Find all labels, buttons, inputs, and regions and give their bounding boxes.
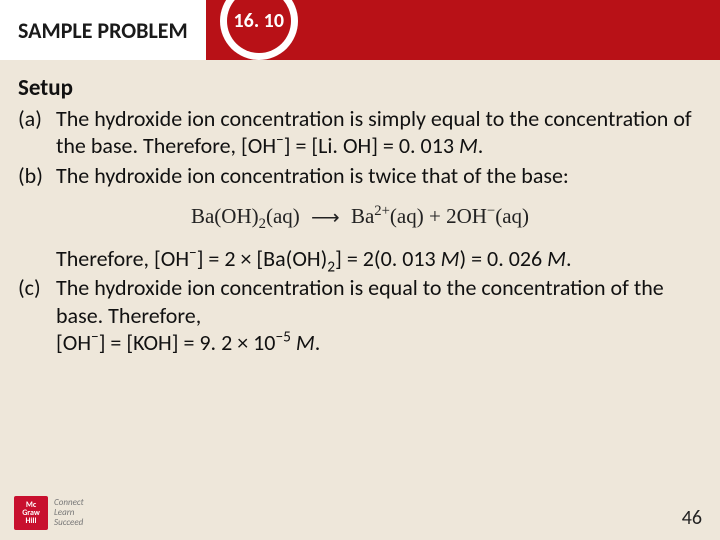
sample-problem-label: SAMPLE PROBLEM	[0, 0, 206, 60]
item-b2-body: Therefore, [OH−] = 2 × [Ba(OH)2] = 2(0. …	[56, 245, 702, 273]
italic-m: M	[441, 245, 460, 272]
text: ] = 2(0. 013	[335, 245, 441, 272]
eqn-state: (aq)	[266, 204, 300, 228]
eqn-state: (aq)	[390, 204, 424, 228]
item-b: (b) The hydroxide ion concentration is t…	[18, 162, 702, 190]
item-b-body: The hydroxide ion concentration is twice…	[56, 162, 702, 190]
superscript-minus: −	[276, 131, 284, 150]
logo-text: Mc Graw Hill	[22, 501, 40, 525]
mcgraw-hill-logo-icon: Mc Graw Hill	[14, 496, 48, 530]
period: .	[315, 329, 321, 356]
tagline-3: Succeed	[54, 518, 84, 528]
italic-m: M	[459, 132, 478, 159]
eqn-state: (aq)	[495, 204, 529, 228]
text: Therefore, [OH	[56, 245, 189, 272]
text: The hydroxide ion concentration is equal…	[56, 274, 664, 329]
text: .	[478, 132, 484, 159]
item-c-label: (c)	[18, 274, 56, 357]
superscript: −	[487, 203, 495, 219]
text: ] = [KOH] = 9. 2 × 10	[99, 329, 276, 356]
item-a: (a) The hydroxide ion concentration is s…	[18, 105, 702, 160]
text: [OH	[56, 329, 91, 356]
item-b-continued: Therefore, [OH−] = 2 × [Ba(OH)2] = 2(0. …	[18, 245, 702, 273]
setup-heading: Setup	[18, 74, 702, 103]
italic-m: M	[296, 329, 315, 356]
text: ] = 2 × [Ba(OH)	[197, 245, 328, 272]
publisher-logo-block: Mc Graw Hill Connect Learn Succeed	[14, 496, 84, 530]
tagline: Connect Learn Succeed	[54, 498, 84, 528]
item-a-body: The hydroxide ion concentration is simpl…	[56, 105, 702, 160]
chemical-equation: Ba(OH)2(aq) ⟶ Ba2+(aq) + 2OH−(aq)	[18, 203, 702, 231]
text: ] = [Li. OH] = 0. 013	[284, 132, 459, 159]
text: .	[566, 245, 572, 272]
eqn-lhs: Ba(OH)	[191, 204, 259, 228]
text: ) = 0. 026	[459, 245, 547, 272]
page-number: 46	[682, 506, 702, 530]
eqn-rhs2: 2OH	[446, 204, 487, 228]
footer: Mc Graw Hill Connect Learn Succeed 46	[0, 496, 720, 530]
item-c-body: The hydroxide ion concentration is equal…	[56, 274, 702, 357]
superscript-minus: −	[91, 328, 99, 347]
italic-m: M	[547, 245, 566, 272]
plus: +	[424, 204, 446, 228]
superscript-minus: −	[189, 244, 197, 263]
eqn-rhs: Ba	[351, 204, 374, 228]
header-bar: SAMPLE PROBLEM 16. 10	[0, 0, 720, 60]
content-area: Setup (a) The hydroxide ion concentratio…	[0, 60, 720, 357]
superscript: 2+	[374, 203, 390, 219]
superscript: −5	[275, 328, 290, 347]
item-b-label: (b)	[18, 162, 56, 190]
item-a-label: (a)	[18, 105, 56, 160]
subscript: 2	[259, 216, 266, 232]
problem-number-badge: 16. 10	[220, 0, 298, 69]
item-c: (c) The hydroxide ion concentration is e…	[18, 274, 702, 357]
reaction-arrow-icon: ⟶	[305, 206, 346, 231]
